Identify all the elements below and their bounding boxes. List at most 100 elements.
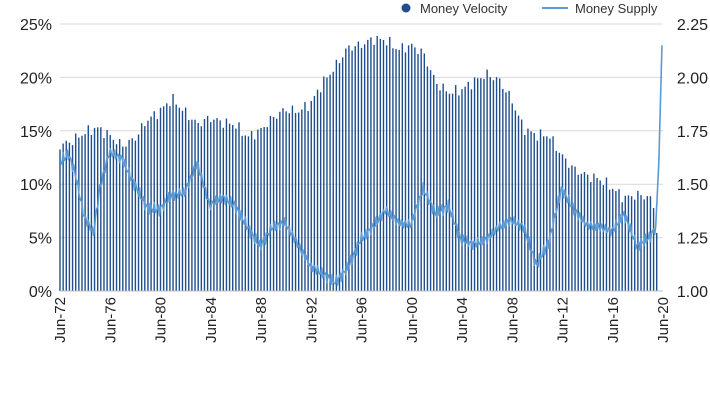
money-supply-bar bbox=[436, 83, 438, 292]
money-supply-bar bbox=[574, 166, 576, 291]
money-supply-bar bbox=[59, 149, 61, 291]
money-supply-bar bbox=[291, 105, 294, 291]
money-supply-bar bbox=[238, 122, 240, 291]
money-supply-bar bbox=[367, 39, 369, 291]
money-supply-bar bbox=[216, 118, 218, 292]
money-supply-bar bbox=[552, 136, 554, 291]
money-supply-bar bbox=[81, 135, 83, 291]
x-tick-label: Jun-20 bbox=[655, 297, 672, 343]
legend-label-money-velocity: Money Velocity bbox=[420, 1, 508, 16]
money-supply-bar bbox=[263, 127, 265, 291]
money-supply-bar bbox=[564, 158, 567, 291]
money-supply-bar bbox=[260, 127, 262, 291]
money-supply-bar bbox=[125, 146, 127, 291]
money-supply-bar bbox=[326, 77, 328, 291]
money-supply-bar bbox=[379, 38, 382, 291]
money-supply-bar bbox=[115, 144, 118, 291]
x-tick-label: Jun-08 bbox=[504, 297, 521, 343]
money-supply-bar bbox=[498, 78, 501, 291]
money-supply-bar bbox=[250, 131, 253, 291]
money-supply-bar bbox=[417, 53, 419, 292]
money-supply-bar bbox=[191, 119, 193, 291]
money-supply-bar bbox=[254, 139, 256, 291]
money-supply-bar bbox=[627, 195, 630, 291]
money-supply-bar bbox=[542, 136, 545, 291]
money-supply-bar bbox=[392, 48, 394, 291]
x-tick-label: Jun-76 bbox=[102, 297, 119, 343]
money-supply-bar bbox=[495, 77, 498, 292]
money-supply-bar bbox=[483, 78, 485, 292]
money-supply-bar bbox=[297, 112, 300, 291]
x-tick-label: Jun-16 bbox=[605, 297, 622, 343]
money-supply-bar bbox=[473, 77, 476, 291]
money-supply-bar bbox=[247, 136, 250, 291]
money-supply-bar bbox=[489, 77, 491, 292]
money-supply-bar bbox=[520, 119, 523, 291]
money-supply-bar bbox=[539, 129, 542, 291]
money-supply-bar bbox=[558, 152, 561, 291]
money-supply-bar bbox=[511, 103, 513, 291]
money-supply-bar bbox=[122, 146, 124, 291]
money-supply-bar bbox=[206, 115, 209, 291]
money-supply-bar bbox=[580, 173, 583, 291]
money-supply-bar bbox=[596, 177, 598, 291]
money-supply-bar bbox=[329, 74, 331, 291]
legend: Money Velocity Money Supply bbox=[401, 1, 658, 16]
money-supply-bar bbox=[599, 180, 601, 291]
money-supply-bar bbox=[530, 131, 532, 291]
money-supply-bar bbox=[571, 165, 573, 291]
money-supply-bar bbox=[395, 49, 397, 292]
money-supply-bar bbox=[608, 189, 611, 291]
money-supply-bar bbox=[310, 100, 312, 291]
money-supply-bar bbox=[93, 127, 96, 291]
money-supply-bar bbox=[363, 44, 366, 292]
x-tick-label: Jun-80 bbox=[153, 297, 170, 343]
money-supply-bar bbox=[404, 52, 407, 291]
y-left-tick-label: 25% bbox=[20, 17, 52, 34]
y-right-tick-label: 1.25 bbox=[677, 231, 708, 248]
money-supply-bar bbox=[586, 174, 589, 291]
money-supply-bar bbox=[407, 45, 410, 291]
money-supply-bar bbox=[181, 110, 184, 291]
y-right-tick-label: 1.50 bbox=[677, 177, 708, 194]
money-supply-bar bbox=[429, 70, 432, 292]
money-supply-bar bbox=[461, 89, 463, 292]
money-supply-bar bbox=[153, 111, 155, 291]
money-supply-bar bbox=[464, 86, 466, 291]
money-supply-bar bbox=[166, 103, 168, 291]
money-supply-bar bbox=[134, 140, 137, 291]
money-supply-bar bbox=[228, 123, 231, 291]
money-supply-bar bbox=[288, 113, 290, 291]
money-supply-bar bbox=[219, 120, 221, 291]
money-supply-bar bbox=[656, 232, 658, 291]
money-supply-bar bbox=[109, 135, 111, 291]
money-supply-bar bbox=[269, 115, 272, 291]
money-supply-bar bbox=[385, 45, 388, 291]
money-supply-bar bbox=[313, 95, 316, 291]
x-tick-label: Jun-96 bbox=[354, 297, 371, 343]
money-supply-bar bbox=[188, 120, 190, 291]
money-supply-bar bbox=[451, 93, 454, 291]
money-supply-bar bbox=[593, 173, 595, 291]
money-supply-bar bbox=[502, 88, 504, 291]
y-right-tick-label: 1.00 bbox=[677, 284, 708, 301]
money-supply-bar bbox=[84, 134, 86, 291]
money-supply-bar bbox=[590, 182, 592, 291]
x-tick-label: Jun-72 bbox=[52, 297, 69, 343]
money-supply-bar bbox=[467, 81, 469, 291]
money-supply-bar bbox=[338, 63, 341, 292]
money-supply-bar bbox=[514, 110, 517, 291]
money-supply-bar bbox=[162, 106, 165, 291]
legend-label-money-supply: Money Supply bbox=[575, 1, 658, 16]
money-supply-bar bbox=[78, 137, 80, 291]
money-supply-bar bbox=[602, 185, 605, 291]
money-supply-bar bbox=[197, 122, 199, 291]
money-supply-bar bbox=[319, 92, 322, 291]
money-supply-bar bbox=[307, 111, 309, 292]
money-supply-bar bbox=[445, 91, 447, 291]
money-supply-bar bbox=[646, 196, 648, 291]
money-supply-bar bbox=[266, 127, 268, 291]
money-supply-bar bbox=[439, 90, 441, 291]
x-tick-label: Jun-88 bbox=[253, 297, 270, 343]
